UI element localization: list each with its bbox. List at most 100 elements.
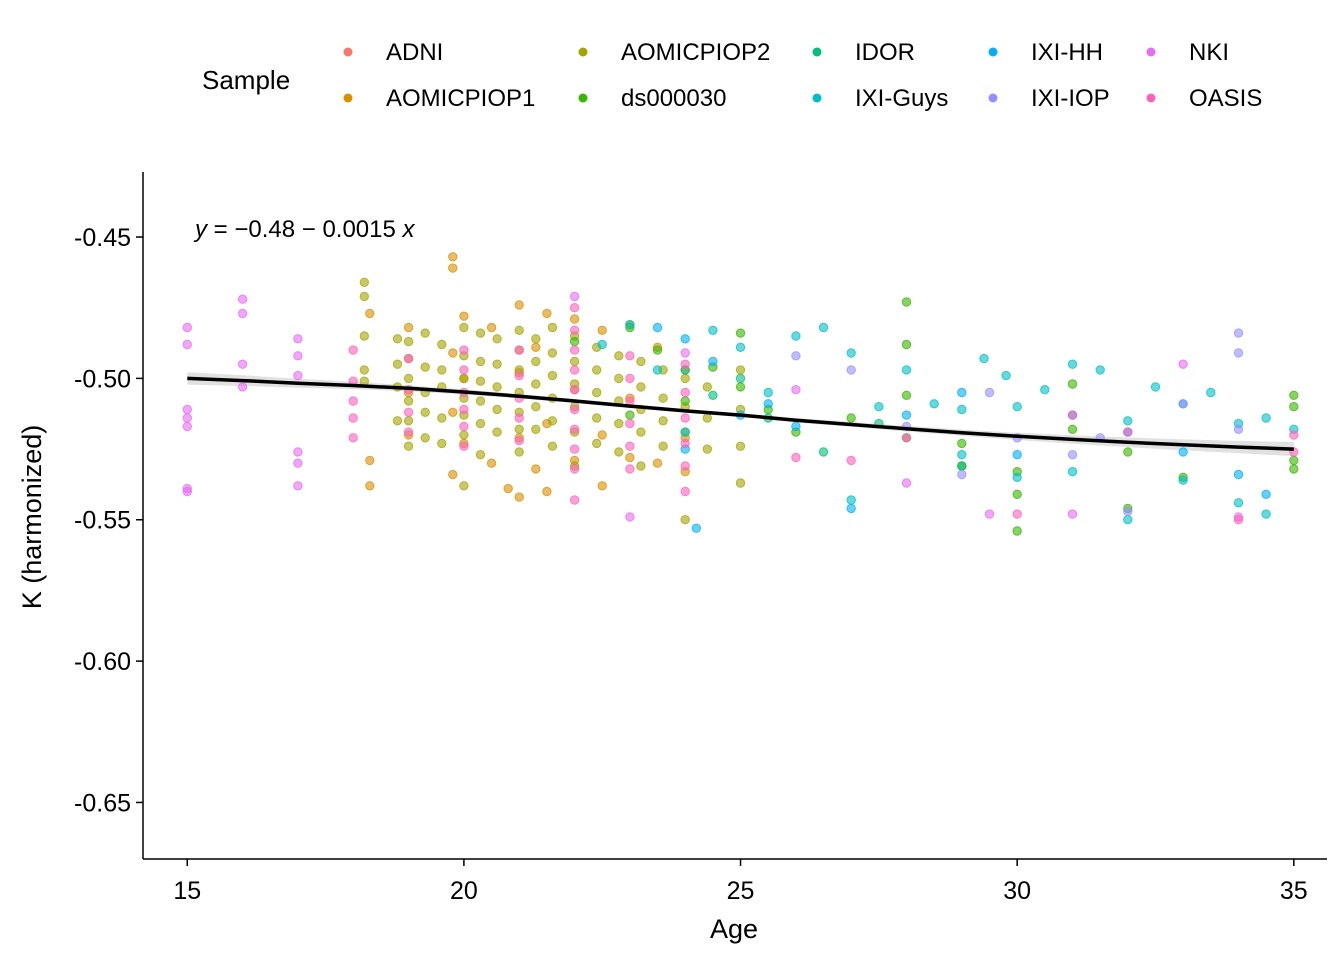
point-aomicpiop2 <box>702 444 712 454</box>
point-nki <box>182 322 193 333</box>
legend-label: AOMICPIOP2 <box>621 39 770 66</box>
legend-label: AOMICPIOP1 <box>386 85 535 112</box>
point-oasis <box>846 455 856 466</box>
point-oasis <box>680 387 690 398</box>
point-aomicpiop2 <box>531 402 541 412</box>
point-aomicpiop2 <box>547 370 558 381</box>
point-aomicpiop2 <box>437 365 447 375</box>
y-tick-label: -0.60 <box>74 648 131 676</box>
point-ixi-guys <box>597 339 607 350</box>
point-ixi-guys <box>874 402 884 412</box>
point-aomicpiop1 <box>448 263 458 273</box>
point-oasis <box>625 441 635 451</box>
point-aomicpiop2 <box>735 365 746 375</box>
point-aomicpiop2 <box>403 416 414 426</box>
point-ds000030 <box>1067 424 1078 434</box>
point-ds000030 <box>1289 464 1299 474</box>
point-oasis <box>348 396 358 406</box>
point-aomicpiop2 <box>614 351 624 361</box>
equation-slope: − 0.0015 <box>295 216 402 243</box>
point-nki <box>293 481 303 491</box>
point-oasis <box>403 427 414 437</box>
point-aomicpiop2 <box>636 461 646 471</box>
point-aomicpiop2 <box>437 413 447 423</box>
point-ds000030 <box>1289 390 1299 400</box>
point-aomicpiop2 <box>492 404 502 415</box>
x-axis-ticks: 15 20 25 30 35 <box>173 859 1308 905</box>
point-aomicpiop2 <box>392 416 403 426</box>
point-ixi-hh <box>1261 489 1271 499</box>
point-nki <box>237 308 248 319</box>
point-nki <box>569 291 580 302</box>
point-idor <box>957 461 967 471</box>
point-aomicpiop1 <box>625 452 635 463</box>
legend-label: IXI-HH <box>1031 39 1103 66</box>
point-ds000030 <box>1012 489 1022 499</box>
point-aomicpiop1 <box>597 430 607 440</box>
point-ds000030 <box>625 410 635 420</box>
y-axis-ticks: -0.45 -0.50 -0.55 -0.60 -0.65 <box>74 224 143 817</box>
point-ixi-hh <box>1012 450 1022 460</box>
point-oasis <box>569 303 580 313</box>
point-aomicpiop2 <box>531 334 541 344</box>
point-aomicpiop2 <box>658 441 668 451</box>
point-aomicpiop2 <box>492 359 502 369</box>
point-oasis <box>514 413 524 423</box>
point-ixi-guys <box>929 399 939 409</box>
point-nki <box>293 458 303 468</box>
point-aomicpiop2 <box>614 373 624 384</box>
point-aomicpiop2 <box>403 373 414 384</box>
point-ixi-guys <box>1095 365 1105 375</box>
point-aomicpiop2 <box>702 382 712 392</box>
point-aomicpiop2 <box>735 441 746 451</box>
point-aomicpiop2 <box>592 438 602 449</box>
y-tick-label: -0.45 <box>74 224 131 252</box>
point-ds000030 <box>1067 379 1078 389</box>
point-aomicpiop2 <box>658 416 668 426</box>
legend-marker <box>988 47 998 57</box>
point-aomicpiop2 <box>531 424 541 434</box>
point-aomicpiop2 <box>475 328 486 338</box>
point-ds000030 <box>680 396 690 406</box>
point-oasis <box>569 424 580 434</box>
point-nki <box>182 413 193 423</box>
point-ixi-guys <box>1012 402 1022 412</box>
point-nki <box>237 359 248 369</box>
point-aomicpiop1 <box>365 455 375 466</box>
point-aomicpiop2 <box>636 427 646 437</box>
point-ds000030 <box>901 339 912 350</box>
point-oasis <box>569 345 580 355</box>
point-nki <box>1178 359 1188 369</box>
point-ixi-iop <box>1067 450 1078 460</box>
point-oasis <box>680 413 690 423</box>
point-aomicpiop2 <box>475 376 486 386</box>
legend-marker <box>812 93 822 103</box>
point-ixi-hh <box>652 322 663 333</box>
point-aomicpiop2 <box>420 407 430 417</box>
point-nki <box>1067 509 1078 519</box>
fit-line <box>187 376 1294 451</box>
point-nki <box>293 370 303 381</box>
legend-item-nki: NKI <box>1146 39 1229 66</box>
point-aomicpiop2 <box>680 373 690 384</box>
point-aomicpiop1 <box>448 348 458 358</box>
point-ds000030 <box>1123 447 1133 457</box>
point-aomicpiop2 <box>514 424 524 434</box>
point-aomicpiop2 <box>359 331 369 341</box>
point-ixi-guys <box>818 322 829 333</box>
point-ixi-hh <box>680 334 690 344</box>
point-oasis <box>625 396 635 406</box>
legend-marker <box>988 93 998 103</box>
point-aomicpiop1 <box>459 311 469 321</box>
point-aomicpiop1 <box>597 325 607 335</box>
point-aomicpiop2 <box>735 478 746 488</box>
legend-marker <box>1146 93 1156 103</box>
point-aomicpiop2 <box>459 322 469 333</box>
point-aomicpiop2 <box>459 373 469 384</box>
point-ixi-iop <box>1233 328 1244 338</box>
point-oasis <box>1233 515 1244 525</box>
point-ixi-guys <box>1001 370 1011 381</box>
point-aomicpiop2 <box>531 379 541 389</box>
point-aomicpiop1 <box>365 308 375 319</box>
point-ixi-guys <box>735 342 746 352</box>
